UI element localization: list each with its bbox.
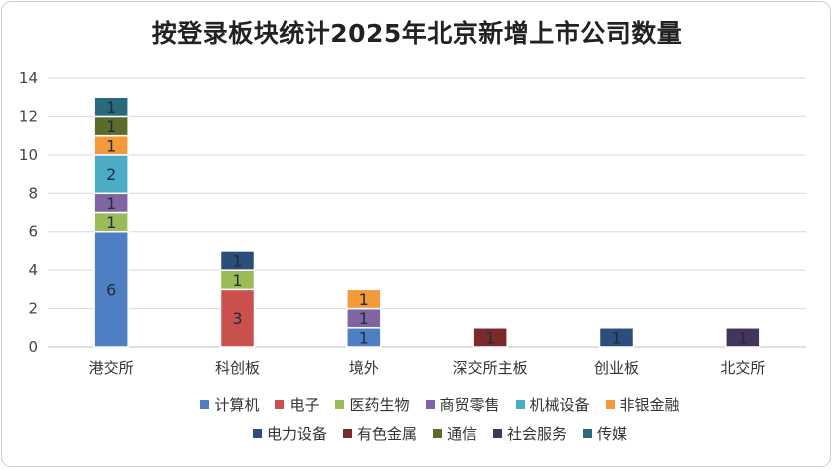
y-tick-label: 10 — [19, 146, 38, 164]
bar-segment — [219, 250, 256, 271]
bar-segment — [725, 327, 761, 348]
legend-swatch — [515, 400, 525, 409]
legend-label: 社会服务 — [507, 425, 568, 443]
x-tick-label: 北交所 — [720, 359, 765, 377]
data-label: 1 — [106, 98, 116, 117]
bar-segment — [93, 96, 129, 118]
y-tick-label: 2 — [28, 300, 38, 318]
x-tick-label: 科创板 — [215, 359, 260, 377]
data-label: 1 — [611, 328, 621, 347]
data-label: 1 — [232, 252, 242, 271]
legend-swatch — [605, 400, 615, 409]
x-tick-label: 港交所 — [89, 359, 134, 377]
legend-swatch — [342, 429, 352, 438]
y-tick-label: 6 — [28, 223, 38, 241]
legend-label: 计算机 — [214, 396, 260, 414]
data-label: 1 — [359, 309, 369, 328]
bar-segment — [346, 288, 382, 310]
bar-segment — [598, 327, 635, 348]
legend-item: 社会服务 — [493, 423, 567, 444]
legend-swatch — [252, 429, 262, 438]
y-tick-label: 12 — [19, 107, 38, 125]
legend-item: 机械设备 — [515, 394, 590, 415]
legend-label: 通信 — [446, 425, 477, 443]
legend-item: 电力设备 — [252, 423, 327, 444]
legend-item: 通信 — [432, 423, 477, 444]
legend-item: 电子 — [275, 394, 319, 415]
legend-swatch — [275, 400, 285, 409]
data-label: 1 — [106, 117, 116, 136]
legend-label: 非银金融 — [619, 396, 680, 414]
chart-legend: 计算机 电子 医药生物 商贸零售 机械设备 非银金融电力设备 有色金属 通信 社会服务 传媒 — [120, 394, 760, 452]
bar-segment — [472, 327, 508, 348]
legend-label: 商贸零售 — [439, 396, 500, 414]
legend-row: 计算机 电子 医药生物 商贸零售 机械设备 非银金融 — [120, 394, 760, 415]
data-label: 1 — [232, 271, 242, 290]
legend-swatch — [200, 400, 210, 409]
y-tick-label: 4 — [28, 261, 38, 279]
legend-swatch — [432, 429, 442, 438]
legend-label: 传媒 — [597, 425, 628, 443]
y-tick-label: 0 — [28, 338, 38, 356]
data-label: 3 — [232, 309, 242, 328]
legend-label: 电子 — [289, 396, 320, 414]
legend-label: 机械设备 — [529, 396, 590, 414]
legend-item: 传媒 — [583, 423, 627, 444]
legend-label: 有色金属 — [356, 425, 417, 443]
data-label: 1 — [359, 328, 369, 347]
data-label: 1 — [106, 194, 116, 213]
legend-label: 电力设备 — [266, 425, 327, 443]
legend-row: 电力设备 有色金属 通信 社会服务 传媒 — [120, 423, 760, 444]
data-label: 1 — [106, 213, 116, 232]
legend-swatch — [335, 400, 345, 409]
legend-item: 计算机 — [200, 394, 259, 415]
x-tick-label: 深交所主板 — [453, 359, 528, 377]
legend-swatch — [493, 429, 502, 438]
data-label: 2 — [106, 165, 116, 184]
x-tick-label: 创业板 — [594, 359, 639, 377]
y-tick-label: 14 — [19, 69, 38, 87]
bar-segment — [93, 230, 129, 348]
legend-item: 非银金融 — [605, 394, 680, 415]
x-tick-label: 境外 — [349, 359, 379, 377]
legend-item: 有色金属 — [342, 423, 417, 444]
chart-title: 按登录板块统计2025年北京新增上市公司数量 — [151, 19, 683, 48]
legend-swatch — [425, 400, 435, 409]
data-label: 1 — [485, 328, 495, 347]
legend-label: 医药生物 — [349, 396, 410, 414]
legend-item: 医药生物 — [335, 394, 410, 415]
y-tick-label: 8 — [28, 184, 38, 202]
legend-swatch — [583, 429, 593, 438]
legend-item: 商贸零售 — [425, 394, 500, 415]
data-label: 6 — [106, 280, 116, 299]
data-label: 1 — [738, 328, 748, 347]
data-label: 1 — [359, 290, 369, 309]
data-label: 1 — [106, 136, 116, 155]
